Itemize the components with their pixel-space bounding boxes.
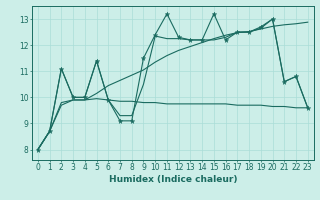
X-axis label: Humidex (Indice chaleur): Humidex (Indice chaleur) [108, 175, 237, 184]
